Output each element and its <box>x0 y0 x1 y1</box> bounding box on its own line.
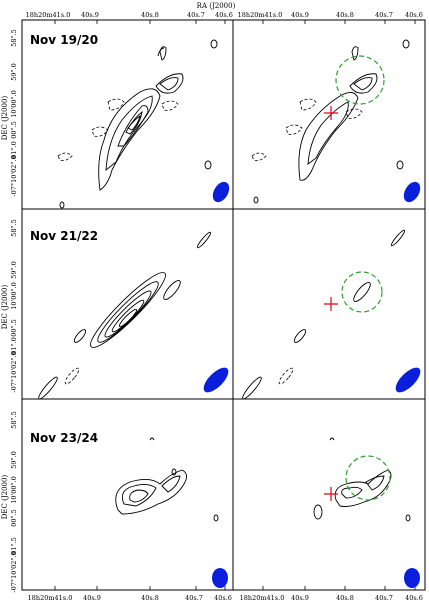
beam-ellipse <box>212 181 230 203</box>
ra-tick-label: 40s.8 <box>141 594 159 602</box>
ra-tick-label: 40s.6 <box>214 594 232 602</box>
ra-tick-label: 18h20m41s.0 <box>240 594 285 602</box>
dec-tick-label: 10'00".0 <box>10 90 18 118</box>
panel-row-2-right <box>232 208 426 400</box>
epoch-label: Nov 21/22 <box>30 229 98 243</box>
epoch-label: Nov 19/20 <box>30 33 98 47</box>
source-contours <box>242 229 406 400</box>
ra-tick-label: 40s.7 <box>185 594 203 602</box>
dec-tick-label: 58".5 <box>10 411 18 428</box>
target-circle <box>345 455 391 501</box>
dec-tick-label: 58".5 <box>10 219 18 236</box>
dec-tick-label: 00".5 <box>10 509 18 526</box>
dec-tick-labels-row-3: 58".5 59".0 10'00".0 00".5 01".5 -07°10'… <box>10 411 18 592</box>
ra-tick-label: 40s.8 <box>141 11 159 19</box>
epoch-label: Nov 23/24 <box>30 431 98 445</box>
dec-tick-label: 10'00".0 <box>10 476 18 504</box>
ra-tick-label: 40s.6 <box>405 594 423 602</box>
target-circle <box>341 271 383 313</box>
dec-tick-label: -07°10'02".0 <box>10 155 18 196</box>
beam-ellipse <box>203 367 229 393</box>
left-axis-title: DEC (J2000) <box>1 475 9 520</box>
source-contours <box>313 437 411 522</box>
panel-row-3-left: Nov 23/24 <box>21 398 234 591</box>
source-contours <box>59 39 218 209</box>
ra-tick-label: 40s.7 <box>375 594 393 602</box>
negative-contours <box>278 367 294 385</box>
ra-tick-label: 40s.7 <box>375 11 393 19</box>
dec-tick-labels-row-1: 58".5 59".0 10'00".0 00".5 01".0 -07°10'… <box>10 29 18 196</box>
dec-tick-label: 00".5 <box>10 319 18 336</box>
ra-tick-label: 18h20m41s.0 <box>26 11 71 19</box>
ra-tick-label: 40s.8 <box>336 11 354 19</box>
cross-marker <box>324 106 338 120</box>
cross-marker <box>324 487 338 501</box>
panel-row-2-left: Nov 21/22 <box>21 208 234 400</box>
dec-tick-label: 01".0 <box>10 141 18 158</box>
panel-row-1-right <box>232 19 426 210</box>
dec-tick-label: -07°10'02".0 <box>10 551 18 592</box>
ra-tick-label: 40s.8 <box>336 594 354 602</box>
ra-tick-label: 40s.7 <box>187 11 205 19</box>
dec-tick-label: -07°10'02".0 <box>10 351 18 392</box>
ra-tick-label: 40s.6 <box>215 11 233 19</box>
source-contours <box>253 39 410 204</box>
left-axis-title: DEC (J2000) <box>1 285 9 330</box>
frame-ticks <box>54 20 416 590</box>
top-axis-title: RA (J2000) <box>197 2 236 10</box>
dec-tick-label: 00".5 <box>10 121 18 138</box>
negative-contours <box>251 98 363 161</box>
dec-tick-label: 59".0 <box>10 451 18 468</box>
ra-tick-label: 40s.9 <box>83 594 101 602</box>
panel-row-1-left: Nov 19/20 <box>21 19 234 210</box>
target-circle <box>335 55 385 105</box>
dec-tick-label: 01".5 <box>10 537 18 554</box>
dec-tick-label: 58".5 <box>10 29 18 46</box>
ra-tick-label: 40s.9 <box>81 11 99 19</box>
ra-tick-label: 40s.6 <box>405 11 423 19</box>
panel-row-3-right <box>232 398 426 591</box>
beam-ellipse <box>403 181 421 203</box>
dec-tick-labels-row-2: 58".5 59".0 10'00".0 00".5 01".0 -07°10'… <box>10 219 18 392</box>
ra-tick-label: 40s.9 <box>291 594 309 602</box>
dec-tick-label: 10'00".0 <box>10 282 18 310</box>
negative-contours <box>57 98 179 161</box>
source-contours <box>38 231 212 400</box>
bottom-ra-tick-labels: 18h20m41s.0 40s.9 40s.8 40s.7 40s.6 18h2… <box>28 594 423 602</box>
left-axis-title: DEC (J2000) <box>1 96 9 141</box>
beam-ellipse <box>404 568 420 588</box>
ra-tick-label: 18h20m41s.0 <box>28 594 73 602</box>
negative-contours <box>64 367 80 385</box>
ra-tick-label: 18h20m41s.0 <box>238 11 283 19</box>
beam-ellipse <box>395 367 421 393</box>
dec-tick-label: 59".0 <box>10 261 18 278</box>
top-ra-tick-labels: 18h20m41s.0 40s.9 40s.8 40s.7 40s.6 18h2… <box>26 11 423 19</box>
dec-tick-label: 59".0 <box>10 63 18 80</box>
ra-tick-label: 40s.9 <box>291 11 309 19</box>
beam-ellipse <box>212 568 228 588</box>
source-contours <box>115 437 219 522</box>
dec-tick-label: 01".0 <box>10 337 18 354</box>
cross-marker <box>324 297 338 311</box>
